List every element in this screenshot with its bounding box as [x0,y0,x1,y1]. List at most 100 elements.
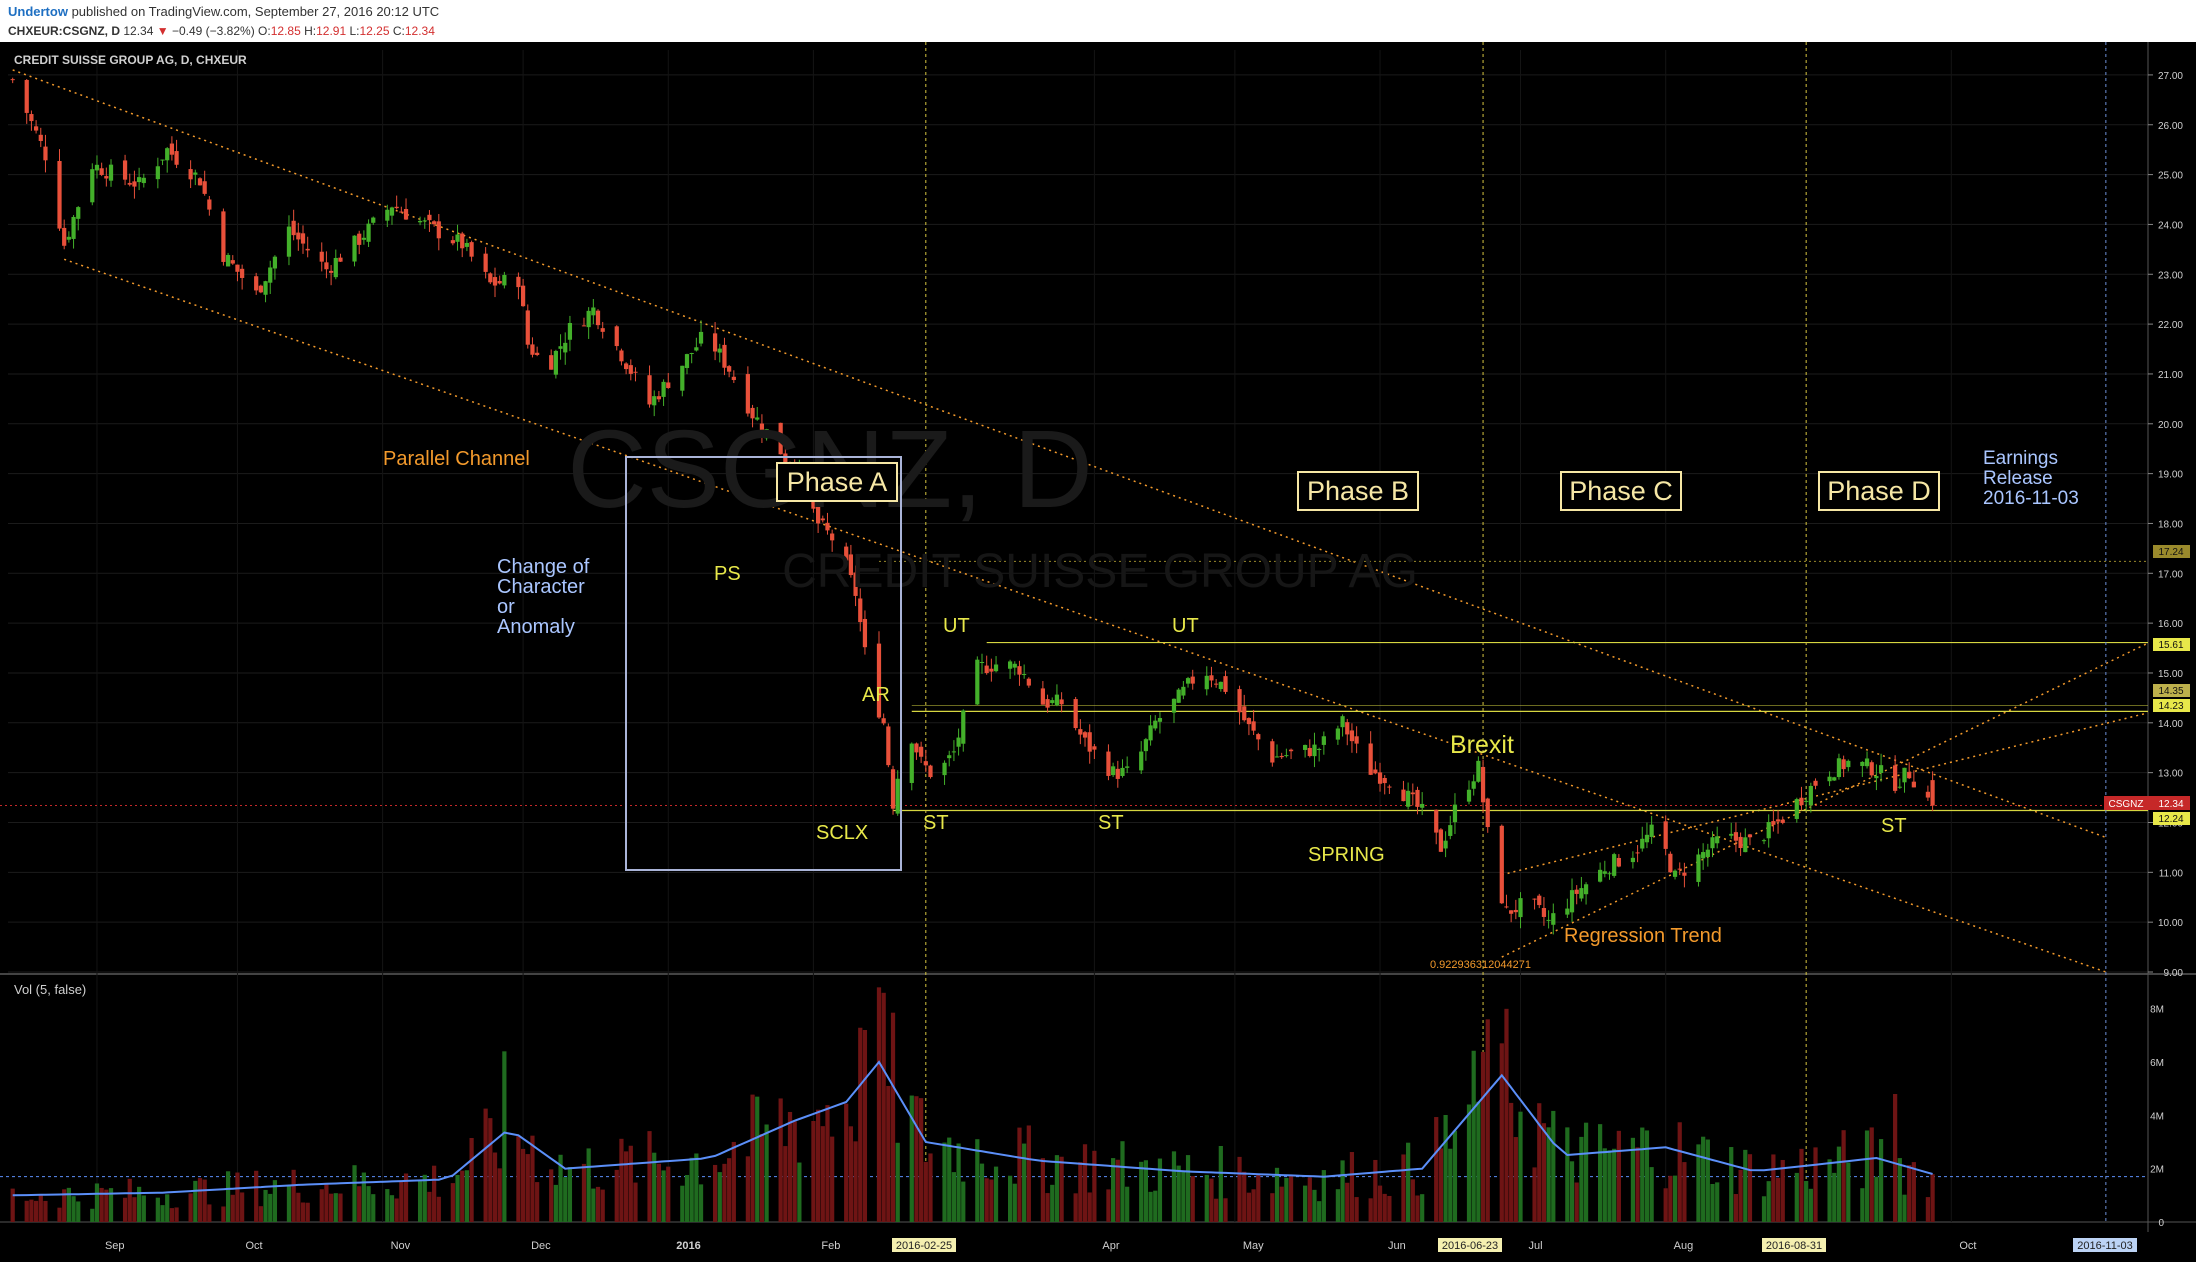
volume-tick-label: 6M [2150,1058,2164,1069]
volume-bar [1111,1158,1116,1222]
ut-label-2: UT [1172,615,1199,637]
volume-bar [1125,1186,1130,1222]
candle-body [1808,785,1813,806]
symbol-tag-bg [2104,796,2190,810]
volume-bar [919,1098,924,1222]
volume-bar [525,1154,530,1222]
volume-bar [1775,1177,1781,1222]
author-link[interactable]: Undertow [8,4,68,19]
volume-bar [956,1143,961,1222]
publish-line: Undertow published on TradingView.com, S… [8,2,439,22]
volume-bar [1612,1148,1617,1222]
volume-bar [979,1163,985,1222]
candle-body [1153,720,1158,729]
candle-body [595,310,601,326]
ps-label: PS [714,563,741,585]
earnings-line-1: Earnings [1983,448,2058,469]
volume-bar [1804,1180,1809,1222]
volume-bar [951,1172,957,1222]
volume-bar [1274,1167,1280,1222]
st-label-1: ST [923,812,949,834]
candle-body [71,216,76,239]
candle-body [1672,870,1678,877]
candle-body [361,237,366,240]
candle-body [1054,694,1060,706]
volume-bar [1251,1189,1256,1222]
price-tag-2-bg [2153,638,2190,651]
candle-body [305,248,310,251]
volume-bar [127,1178,132,1222]
candle-body [1504,906,1509,908]
candle-body [951,751,957,753]
candle-body [1771,821,1776,825]
date-marker-3: 2016-08-31 [1766,1240,1822,1252]
volume-bar [160,1205,165,1222]
parallel-channel-label: Parallel Channel [383,448,530,470]
candle-body [1827,776,1832,782]
earnings-line-2: Release [1983,468,2053,489]
candle-body [1443,840,1448,849]
candle-body [1438,829,1444,852]
candle-body [99,168,104,175]
candle-body [389,207,395,216]
volume-bar [717,1172,722,1222]
volume-bar [783,1146,788,1222]
volume-bar [1551,1110,1556,1222]
candle-body [1111,766,1116,776]
candle-body [319,251,324,262]
price-chart[interactable]: Sep Oct Nov Dec 2016 Feb Apr May Jun Jul Aug Oct 27.… [0,42,2196,1262]
volume-bar [1677,1122,1682,1222]
candle-body [745,374,750,414]
candle-body [1274,756,1280,758]
volume-bar [268,1193,273,1222]
volume-bar [1729,1147,1734,1222]
candle-body [1541,908,1547,917]
volume-bar [1602,1148,1607,1222]
volume-bar [71,1196,76,1222]
candle-body [961,710,966,744]
close-value: 12.34 [404,24,435,38]
volume-bar [305,1202,310,1222]
volume-bar [1073,1193,1078,1222]
candle-body [581,325,587,327]
candle-body [403,209,409,220]
candle-body [1579,888,1584,899]
candle-body [820,518,825,521]
candle-body [240,268,245,278]
y-tick-label: 18.00 [2158,519,2183,530]
candle-body [385,209,390,221]
chart-legend: CREDIT SUISSE GROUP AG, D, CHXEUR [14,53,247,67]
volume-bar [1827,1159,1832,1222]
volume-bar [830,1136,835,1222]
volume-bar [1050,1184,1055,1222]
volume-bar [1120,1141,1125,1222]
volume-bar [1836,1146,1842,1222]
candle-body [923,761,928,766]
candle-body [684,354,690,369]
candle-body [371,217,376,223]
y-tick-label: 20.00 [2158,420,2183,431]
candle-body [1775,819,1781,822]
earnings-line-3: 2016-11-03 [1983,488,2079,509]
candle-body [1279,755,1284,758]
volume-bar [460,1170,465,1222]
phase-d-label: Phase D [1827,476,1931,506]
candle-body [722,344,727,368]
candle-body [29,114,34,122]
y-tick-label: 27.00 [2158,71,2183,82]
volume-bar [263,1189,268,1222]
y-tick-label: 23.00 [2158,270,2183,281]
volume-bar [389,1195,395,1222]
candle-body [1139,751,1144,771]
volume-bar [361,1172,366,1222]
y-tick-label: 11.00 [2159,868,2184,879]
volume-bar [1340,1160,1345,1222]
x-tick-label: Dec [531,1240,551,1252]
volume-bar [1368,1198,1373,1222]
candle-body [1125,766,1130,768]
phase-c-label: Phase C [1569,476,1673,506]
volume-bar [722,1163,727,1222]
volume-bar [1082,1144,1088,1222]
candle-body [1415,789,1420,807]
candle-body [1345,722,1350,735]
